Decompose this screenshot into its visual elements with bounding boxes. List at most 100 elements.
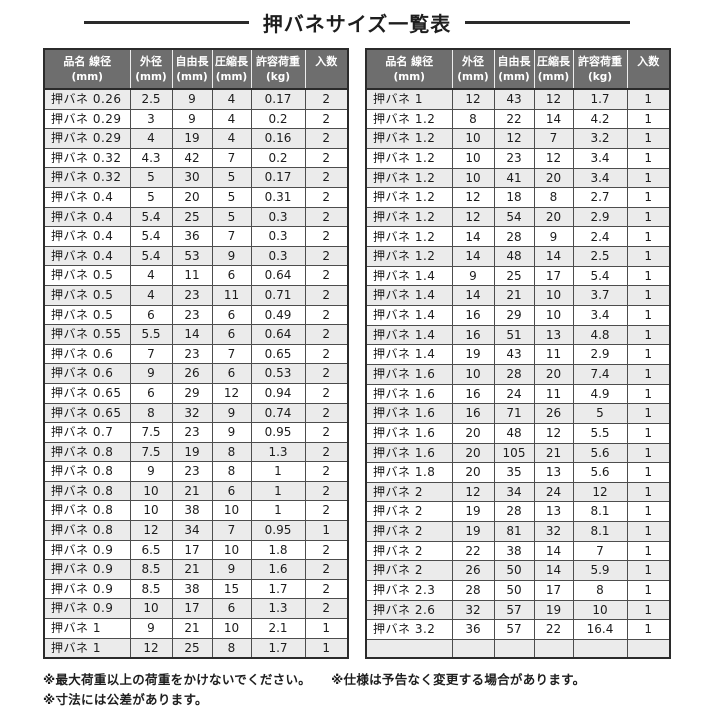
value-cell: 7.5 (129, 422, 173, 443)
table-row: 押バネ 1.4 16 51 13 4.8 1 (365, 324, 671, 346)
value-cell: 1 (626, 521, 671, 542)
value-cell: 0.53 (250, 363, 306, 384)
value-cell: 25 (171, 637, 213, 659)
value-cell: 1.3 (250, 441, 306, 463)
value-cell: 17 (533, 265, 574, 287)
value-cell: 15 (211, 578, 252, 600)
value-cell: 22 (533, 619, 574, 640)
value-cell: 2 (304, 186, 349, 208)
product-name-cell: 押バネ 2.6 (365, 599, 453, 621)
product-name-cell: 押バネ 1.4 (365, 305, 453, 326)
value-cell: 14 (451, 226, 495, 248)
value-cell: 4 (129, 128, 173, 149)
value-cell: 7 (211, 520, 252, 541)
product-name-cell: 押バネ 1.6 (365, 363, 453, 385)
value-cell: 11 (211, 284, 252, 306)
value-cell: 7.5 (129, 441, 173, 463)
value-cell: 10 (451, 363, 495, 385)
value-cell: 32 (533, 521, 574, 542)
value-cell: 5.4 (572, 265, 628, 287)
table-row: 押バネ 1.4 9 25 17 5.4 1 (365, 265, 671, 287)
value-cell: 1 (626, 442, 671, 464)
value-cell: 2 (304, 167, 349, 188)
product-name-cell: 押バネ 0.4 (43, 206, 131, 228)
value-cell: 7 (533, 128, 574, 149)
header-row: 品名 線径 (mm) 外径 (mm) 自由長 (mm) 圧縮長 (mm) 許容荷重 (kg) 入数 (366, 49, 671, 90)
value-cell: 11 (533, 383, 574, 405)
table-row: 押バネ 1.4 19 43 11 2.9 1 (365, 344, 671, 365)
value-cell: 12 (451, 88, 495, 110)
product-name-cell: 押バネ 1.2 (365, 226, 453, 248)
value-cell: 10 (533, 305, 574, 326)
value-cell: 0.17 (250, 167, 306, 188)
value-cell: 38 (171, 500, 213, 522)
value-cell: 14 (533, 560, 574, 582)
value-cell: 2.5 (129, 88, 173, 110)
value-cell: 20 (451, 422, 495, 444)
product-name-cell: 押バネ 0.4 (43, 186, 131, 208)
value-cell: 22 (451, 540, 495, 562)
value-cell: 50 (493, 580, 535, 601)
value-cell: 12 (451, 187, 495, 208)
product-name-cell: 押バネ 1.2 (365, 147, 453, 169)
value-cell: 22 (493, 108, 535, 130)
value-cell (493, 638, 535, 659)
value-cell: 0.94 (250, 382, 306, 404)
product-name-cell: 押バネ 0.6 (43, 363, 131, 384)
value-cell: 5.5 (572, 422, 628, 444)
value-cell: 10 (129, 480, 173, 502)
value-cell: 12 (129, 520, 173, 541)
table-row: 押バネ 0.6 9 26 6 0.53 2 (43, 363, 349, 384)
table-row: 押バネ 0.7 7.5 23 9 0.95 2 (43, 422, 349, 443)
value-cell: 7 (572, 540, 628, 562)
value-cell: 6.5 (129, 539, 173, 561)
value-cell: 6 (129, 304, 173, 326)
value-cell: 26 (171, 363, 213, 384)
product-name-cell: 押バネ 2 (365, 560, 453, 582)
table-row: 押バネ 1.6 20 48 12 5.5 1 (365, 422, 671, 444)
value-cell: 1 (626, 501, 671, 523)
value-cell: 32 (171, 402, 213, 424)
value-cell: 2 (304, 284, 349, 306)
table-row: 押バネ 1.2 10 41 20 3.4 1 (365, 167, 671, 189)
value-cell: 0.64 (250, 265, 306, 286)
value-cell: 0.71 (250, 284, 306, 306)
value-cell: 1 (626, 560, 671, 582)
product-name-cell: 押バネ 0.8 (43, 441, 131, 463)
value-cell: 9 (211, 402, 252, 424)
table-row: 押バネ 2 12 34 24 12 1 (365, 481, 671, 503)
value-cell: 9 (171, 88, 213, 110)
table-row: 押バネ 0.4 5 20 5 0.31 2 (43, 186, 349, 208)
value-cell: 10 (451, 128, 495, 149)
value-cell: 21 (493, 285, 535, 307)
value-cell: 10 (211, 539, 252, 561)
value-cell: 23 (171, 422, 213, 443)
table-row: 押バネ 3.2 36 57 22 16.4 1 (365, 619, 671, 640)
value-cell: 30 (171, 167, 213, 188)
product-name-cell: 押バネ 0.6 (43, 343, 131, 365)
value-cell: 20 (451, 442, 495, 464)
value-cell: 2.7 (572, 187, 628, 208)
value-cell: 0.3 (250, 245, 306, 267)
column-header: 自由長 (mm) (494, 49, 535, 90)
value-cell: 1 (626, 88, 671, 110)
value-cell: 2 (304, 206, 349, 228)
product-name-cell: 押バネ 0.4 (43, 245, 131, 267)
value-cell: 1.7 (250, 578, 306, 600)
value-cell: 1.7 (572, 88, 628, 110)
value-cell: 4.9 (572, 383, 628, 405)
table-row: 押バネ 0.8 10 38 10 1 2 (43, 500, 349, 522)
value-cell: 8.1 (572, 501, 628, 523)
value-cell: 4.8 (572, 324, 628, 346)
table-row: 押バネ 0.29 3 9 4 0.2 2 (43, 108, 349, 130)
value-cell: 4 (211, 108, 252, 130)
value-cell: 7 (211, 343, 252, 365)
value-cell: 4 (129, 265, 173, 286)
value-cell: 8 (533, 187, 574, 208)
value-cell: 5 (211, 186, 252, 208)
value-cell: 1 (626, 344, 671, 365)
product-name-cell: 押バネ 0.5 (43, 304, 131, 326)
value-cell: 9 (129, 618, 173, 639)
table-row: 押バネ 0.6 7 23 7 0.65 2 (43, 343, 349, 365)
value-cell: 1 (626, 285, 671, 307)
